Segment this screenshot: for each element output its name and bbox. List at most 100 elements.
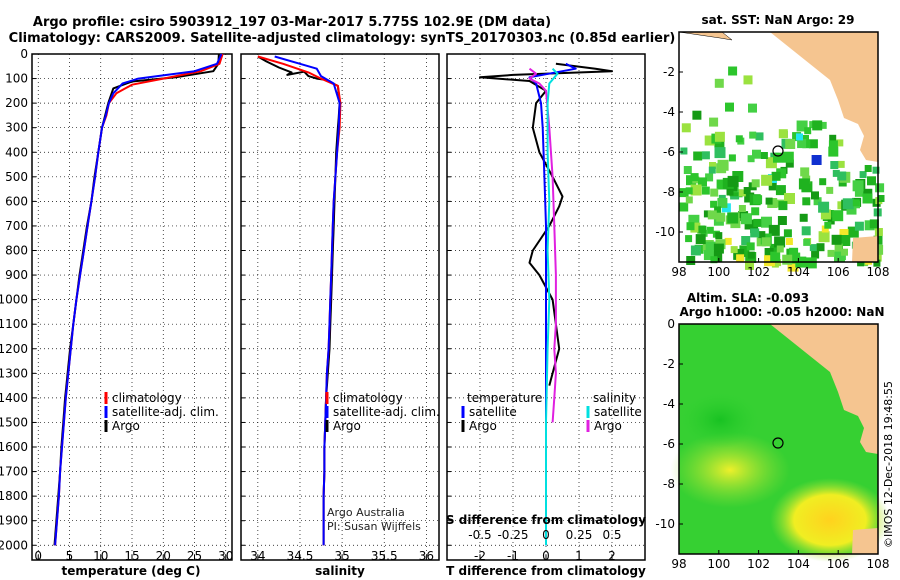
sst-cell: [714, 131, 725, 142]
sst-cell: [744, 192, 755, 203]
legend-climatology-label: climatology: [333, 391, 403, 405]
lon-tick-label: 100: [707, 557, 730, 571]
sst-cell: [746, 242, 755, 251]
sst-cell: [727, 175, 739, 187]
sst-cell: [725, 102, 734, 112]
sst-cell: [867, 176, 876, 186]
lon-tick-label: 108: [867, 557, 890, 571]
x-tick-label: 2: [608, 549, 616, 563]
sst-cell: [736, 254, 745, 263]
sst-cell: [811, 250, 820, 259]
sst-cell: [831, 234, 842, 245]
legend-s-satellite-label: satellite: [594, 405, 642, 419]
sst-cell: [784, 193, 795, 204]
sst-cell: [859, 171, 867, 179]
sst-cell: [839, 229, 849, 238]
sst-cell: [713, 243, 724, 254]
figure-title-line1: Argo profile: csiro 5903912_197 03-Mar-2…: [33, 15, 551, 30]
lat-tick-label: -6: [663, 437, 675, 451]
sst-cell: [755, 132, 764, 141]
sst-map-panel: sat. SST: NaN Argo: 29 98 100 102 104 106 108…: [655, 13, 889, 279]
s-diff-tick-label: -0.25: [497, 528, 528, 542]
sst-cell: [751, 207, 760, 216]
lon-tick-label: 98: [671, 557, 686, 571]
legend-argo-label: Argo: [333, 419, 361, 433]
temperature-legend: climatology satellite-adj. clim. Argo: [104, 391, 219, 433]
sst-cell: [841, 248, 848, 256]
sst-cell: [847, 226, 859, 238]
sst-cell: [787, 260, 799, 272]
sst-map-frame: [678, 31, 879, 263]
sst-cell: [765, 197, 773, 205]
x-tick-label: 34.5: [287, 549, 314, 563]
sst-cell: [832, 210, 844, 222]
sst-cell: [681, 123, 691, 133]
depth-tick-label: 1500: [0, 415, 28, 429]
sst-cell: [818, 231, 830, 243]
sst-cell: [873, 259, 881, 267]
salinity-series: [257, 55, 342, 546]
sst-cell: [760, 152, 768, 159]
salinity-grid: [241, 53, 439, 560]
sst-cell: [818, 201, 830, 213]
x-tick-label: 34: [250, 549, 265, 563]
x-tick-label: 10: [93, 549, 108, 563]
sst-cell: [834, 251, 845, 263]
sst-cell: [854, 186, 865, 197]
sst-cell: [686, 222, 695, 231]
sst-cell: [709, 162, 716, 169]
sst-cell: [796, 133, 803, 141]
s-difference-xlabel: S difference from climatology: [446, 513, 646, 527]
x-tick-label: 0: [34, 549, 42, 563]
depth-tick-label: 200: [5, 96, 28, 110]
sst-cell: [701, 151, 710, 160]
sst-cell: [846, 204, 857, 215]
sst-cell: [764, 248, 774, 257]
sst-cell: [692, 110, 702, 120]
lat-tick-label: -6: [663, 145, 675, 159]
sst-cell: [837, 160, 845, 168]
sst-cell: [738, 189, 746, 197]
sst-cell: [828, 146, 839, 157]
sst-cell: [753, 195, 763, 205]
sst-cell: [727, 212, 739, 224]
lat-tick-label: -4: [663, 397, 675, 411]
sst-cell: [842, 198, 854, 210]
sst-cell: [765, 157, 777, 169]
sst-cell: [830, 161, 839, 169]
depth-tick-label: 1700: [0, 465, 28, 479]
sst-cell: [777, 216, 787, 225]
sst-cell: [679, 188, 689, 198]
sst-cell: [743, 75, 753, 85]
difference-panel: -2 -1 0 1 2 -0.5 -0.25 0 0.25 0.5 S difference f…: [446, 53, 646, 578]
sst-cell: [716, 179, 727, 190]
x-tick-label: 30: [218, 549, 233, 563]
sst-cell: [816, 243, 825, 252]
sst-cell: [864, 220, 875, 231]
depth-tick-label: 0: [20, 47, 28, 61]
sst-cell: [761, 237, 771, 247]
sst-cell: [703, 210, 711, 218]
lon-tick-label: 104: [787, 557, 810, 571]
sst-cell: [728, 154, 736, 162]
sst-float-position-marker: [772, 145, 784, 157]
sla-float-position-marker: [772, 437, 784, 449]
sst-cell: [714, 206, 722, 214]
sst-cell: [758, 231, 766, 239]
sst-cell: [698, 177, 707, 187]
temperature-xlabel: temperature (deg C): [62, 564, 201, 578]
series-satellite-adj-clim-: [54, 53, 223, 546]
sst-cell: [703, 250, 714, 261]
sst-grid-cells: [679, 66, 885, 272]
difference-legend: temperature satellite Argo salinity sate…: [461, 391, 642, 433]
sst-cell: [857, 259, 865, 267]
sst-cell: [726, 188, 734, 196]
sst-cell: [685, 187, 693, 195]
t-difference-tick-labels: -2 -1 0 1 2: [474, 549, 616, 563]
sst-cell: [683, 166, 692, 174]
sst-cell: [802, 197, 811, 206]
sst-cell: [836, 139, 844, 147]
sst-cell: [738, 205, 746, 212]
sst-cell: [747, 155, 755, 163]
sst-cell: [799, 213, 808, 222]
